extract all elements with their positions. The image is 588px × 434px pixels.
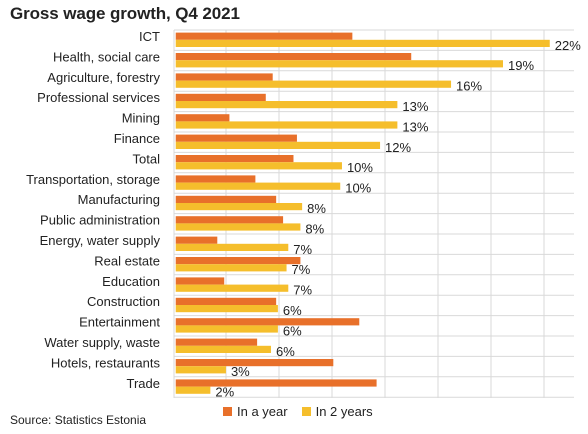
category-label-energy-water-supply: Energy, water supply: [40, 233, 161, 248]
category-label-entertainment: Entertainment: [79, 315, 160, 330]
data-label-entertainment: 6%: [283, 323, 302, 338]
category-label-hotels-restaurants: Hotels, restaurants: [51, 355, 161, 370]
category-label-ict: ICT: [139, 29, 160, 44]
category-label-transportation-storage: Transportation, storage: [26, 172, 160, 187]
bar-two-years-trade: [175, 386, 211, 394]
bar-two-years-water-supply-waste: [175, 345, 271, 353]
bar-year-construction: [175, 297, 277, 305]
category-label-professional-services: Professional services: [37, 90, 160, 105]
legend: In a year In 2 years: [223, 404, 387, 419]
bar-year-trade: [175, 379, 377, 387]
legend-swatch-two-years: [301, 407, 311, 416]
bar-year-water-supply-waste: [175, 338, 258, 346]
bar-two-years-real-estate: [175, 264, 287, 272]
data-label-ict: 22%: [555, 38, 581, 53]
category-label-finance: Finance: [114, 131, 160, 146]
category-label-construction: Construction: [87, 294, 160, 309]
bar-two-years-public-administration: [175, 223, 301, 231]
bar-two-years-hotels-restaurants: [175, 366, 226, 374]
bar-two-years-finance: [175, 141, 381, 149]
bar-two-years-mining: [175, 121, 398, 129]
data-label-transportation-storage: 10%: [345, 181, 371, 196]
category-label-mining: Mining: [122, 111, 160, 126]
category-label-real-estate: Real estate: [94, 253, 160, 268]
category-label-public-administration: Public administration: [40, 213, 160, 228]
bar-year-public-administration: [175, 216, 284, 224]
legend-item-year: In a year: [223, 404, 288, 419]
data-label-real-estate: 7%: [292, 262, 311, 277]
data-label-finance: 12%: [385, 140, 411, 155]
data-label-agriculture-forestry: 16%: [456, 79, 482, 94]
data-label-education: 7%: [293, 283, 312, 298]
bar-year-transportation-storage: [175, 175, 256, 183]
bar-year-finance: [175, 134, 297, 142]
data-label-professional-services: 13%: [402, 99, 428, 114]
category-label-agriculture-forestry: Agriculture, forestry: [47, 70, 160, 85]
category-label-total: Total: [133, 151, 161, 166]
bar-two-years-agriculture-forestry: [175, 80, 452, 88]
bar-two-years-entertainment: [175, 325, 278, 333]
bar-year-total: [175, 155, 294, 163]
data-label-hotels-restaurants: 3%: [231, 364, 250, 379]
data-label-manufacturing: 8%: [307, 201, 326, 216]
category-label-trade: Trade: [127, 376, 160, 391]
bar-two-years-ict: [175, 39, 550, 47]
source-note: Source: Statistics Estonia: [10, 413, 147, 427]
category-label-education: Education: [102, 274, 160, 289]
bar-year-professional-services: [175, 93, 266, 101]
bar-two-years-transportation-storage: [175, 182, 341, 190]
data-label-total: 10%: [347, 160, 373, 175]
bar-two-years-health-social-care: [175, 60, 504, 68]
data-label-public-administration: 8%: [305, 221, 324, 236]
data-label-health-social-care: 19%: [508, 58, 534, 73]
legend-label-two-years: In 2 years: [315, 404, 373, 419]
bar-year-entertainment: [175, 318, 360, 326]
bar-year-mining: [175, 114, 230, 122]
data-label-water-supply-waste: 6%: [276, 344, 295, 359]
legend-swatch-year: [223, 407, 232, 416]
bar-two-years-manufacturing: [175, 203, 303, 211]
legend-item-two-years: In 2 years: [301, 404, 373, 419]
bar-year-education: [175, 277, 225, 285]
category-label-health-social-care: Health, social care: [53, 49, 160, 64]
bar-year-real-estate: [175, 257, 301, 265]
bar-two-years-construction: [175, 305, 278, 313]
bar-year-agriculture-forestry: [175, 73, 273, 81]
bar-two-years-energy-water-supply: [175, 243, 289, 251]
category-label-manufacturing: Manufacturing: [78, 192, 160, 207]
bar-year-hotels-restaurants: [175, 359, 334, 367]
bar-year-ict: [175, 32, 353, 40]
data-label-trade: 2%: [215, 385, 234, 400]
data-label-mining: 13%: [402, 119, 428, 134]
bar-two-years-education: [175, 284, 289, 292]
bar-two-years-total: [175, 162, 342, 170]
chart-title: Gross wage growth, Q4 2021: [10, 4, 240, 23]
data-label-construction: 6%: [283, 303, 302, 318]
category-label-water-supply-waste: Water supply, waste: [44, 335, 160, 350]
bar-two-years-professional-services: [175, 101, 398, 109]
bar-year-manufacturing: [175, 195, 277, 203]
data-label-energy-water-supply: 7%: [293, 242, 312, 257]
bar-year-energy-water-supply: [175, 236, 218, 244]
legend-label-year: In a year: [237, 404, 288, 419]
bar-year-health-social-care: [175, 53, 412, 61]
